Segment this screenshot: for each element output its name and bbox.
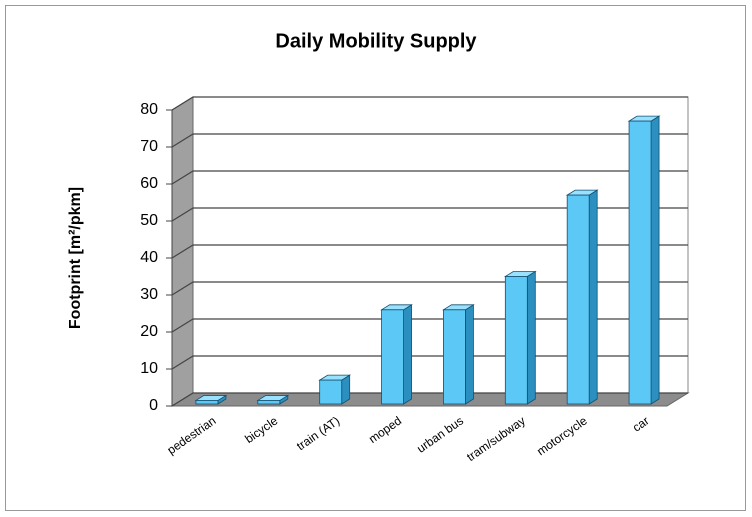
bar-side (403, 304, 412, 405)
chart-title: Daily Mobility Supply (275, 30, 477, 52)
bar-side (588, 189, 598, 405)
y-tick-label: 40 (140, 249, 158, 266)
y-tick-label: 20 (140, 323, 158, 340)
bar-side (650, 115, 660, 405)
grid-line (171, 244, 688, 259)
y-tick-label: 70 (140, 138, 158, 155)
floor (170, 392, 690, 407)
bar (195, 400, 219, 405)
y-tick-label: 60 (140, 175, 158, 192)
grid-line (171, 207, 688, 222)
bar (443, 309, 466, 405)
bar (319, 379, 343, 405)
bar (628, 120, 652, 405)
y-tick-label: 50 (140, 212, 158, 229)
bar-side (526, 270, 536, 405)
y-tick-label: 80 (140, 101, 158, 118)
bar (257, 400, 281, 405)
y-axis-label: Footprint [m²/pkm] (67, 187, 84, 329)
y-tick-label: 10 (140, 360, 158, 377)
bar-side (465, 304, 474, 405)
grid-line (171, 170, 688, 185)
grid-line (171, 133, 688, 148)
y-tick-label: 30 (140, 286, 158, 303)
bar (504, 276, 528, 405)
bar (566, 194, 590, 405)
bar (381, 309, 404, 405)
grid-line (171, 96, 688, 111)
y-tick-label: 0 (149, 397, 158, 414)
